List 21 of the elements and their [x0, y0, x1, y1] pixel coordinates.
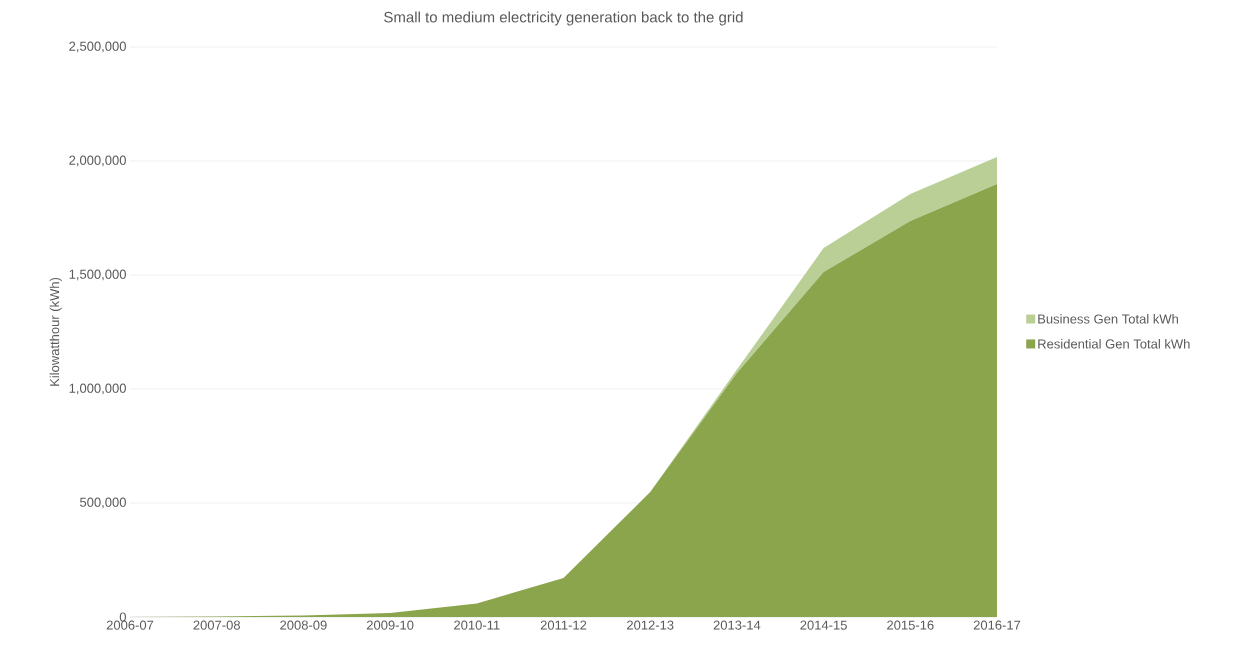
x-tick-label: 2006-07 — [106, 620, 154, 630]
x-tick-label: 2007-08 — [193, 620, 240, 630]
y-tick-label: 1,500,000 — [69, 269, 126, 281]
x-tick-label: 2008-09 — [280, 620, 327, 630]
y-axis-title: Kilowatthour (kWh) — [49, 277, 62, 386]
legend-label: Residential Gen Total kWh — [1038, 338, 1190, 349]
legend-label: Business Gen Total kWh — [1038, 314, 1178, 324]
x-tick-label: 2013-14 — [713, 620, 761, 630]
x-tick-label: 2012-13 — [627, 620, 674, 630]
y-tick-label: 0 — [119, 612, 126, 622]
x-tick-label: 2014-15 — [800, 620, 847, 630]
x-tick-label: 2009-10 — [366, 620, 414, 630]
y-tick-label: 2,000,000 — [69, 155, 126, 167]
x-tick-label: 2011-12 — [540, 620, 587, 630]
x-tick-label: 2015-16 — [887, 620, 934, 630]
y-tick-label: 1,000,000 — [69, 383, 126, 395]
y-tick-label: 500,000 — [80, 497, 126, 509]
chart-title: Small to medium electricity generation back to the grid — [384, 11, 743, 26]
x-tick-label: 2016-17 — [973, 620, 1021, 630]
x-tick-label: 2010-11 — [454, 620, 500, 630]
y-tick-label: 2,500,000 — [69, 41, 126, 53]
